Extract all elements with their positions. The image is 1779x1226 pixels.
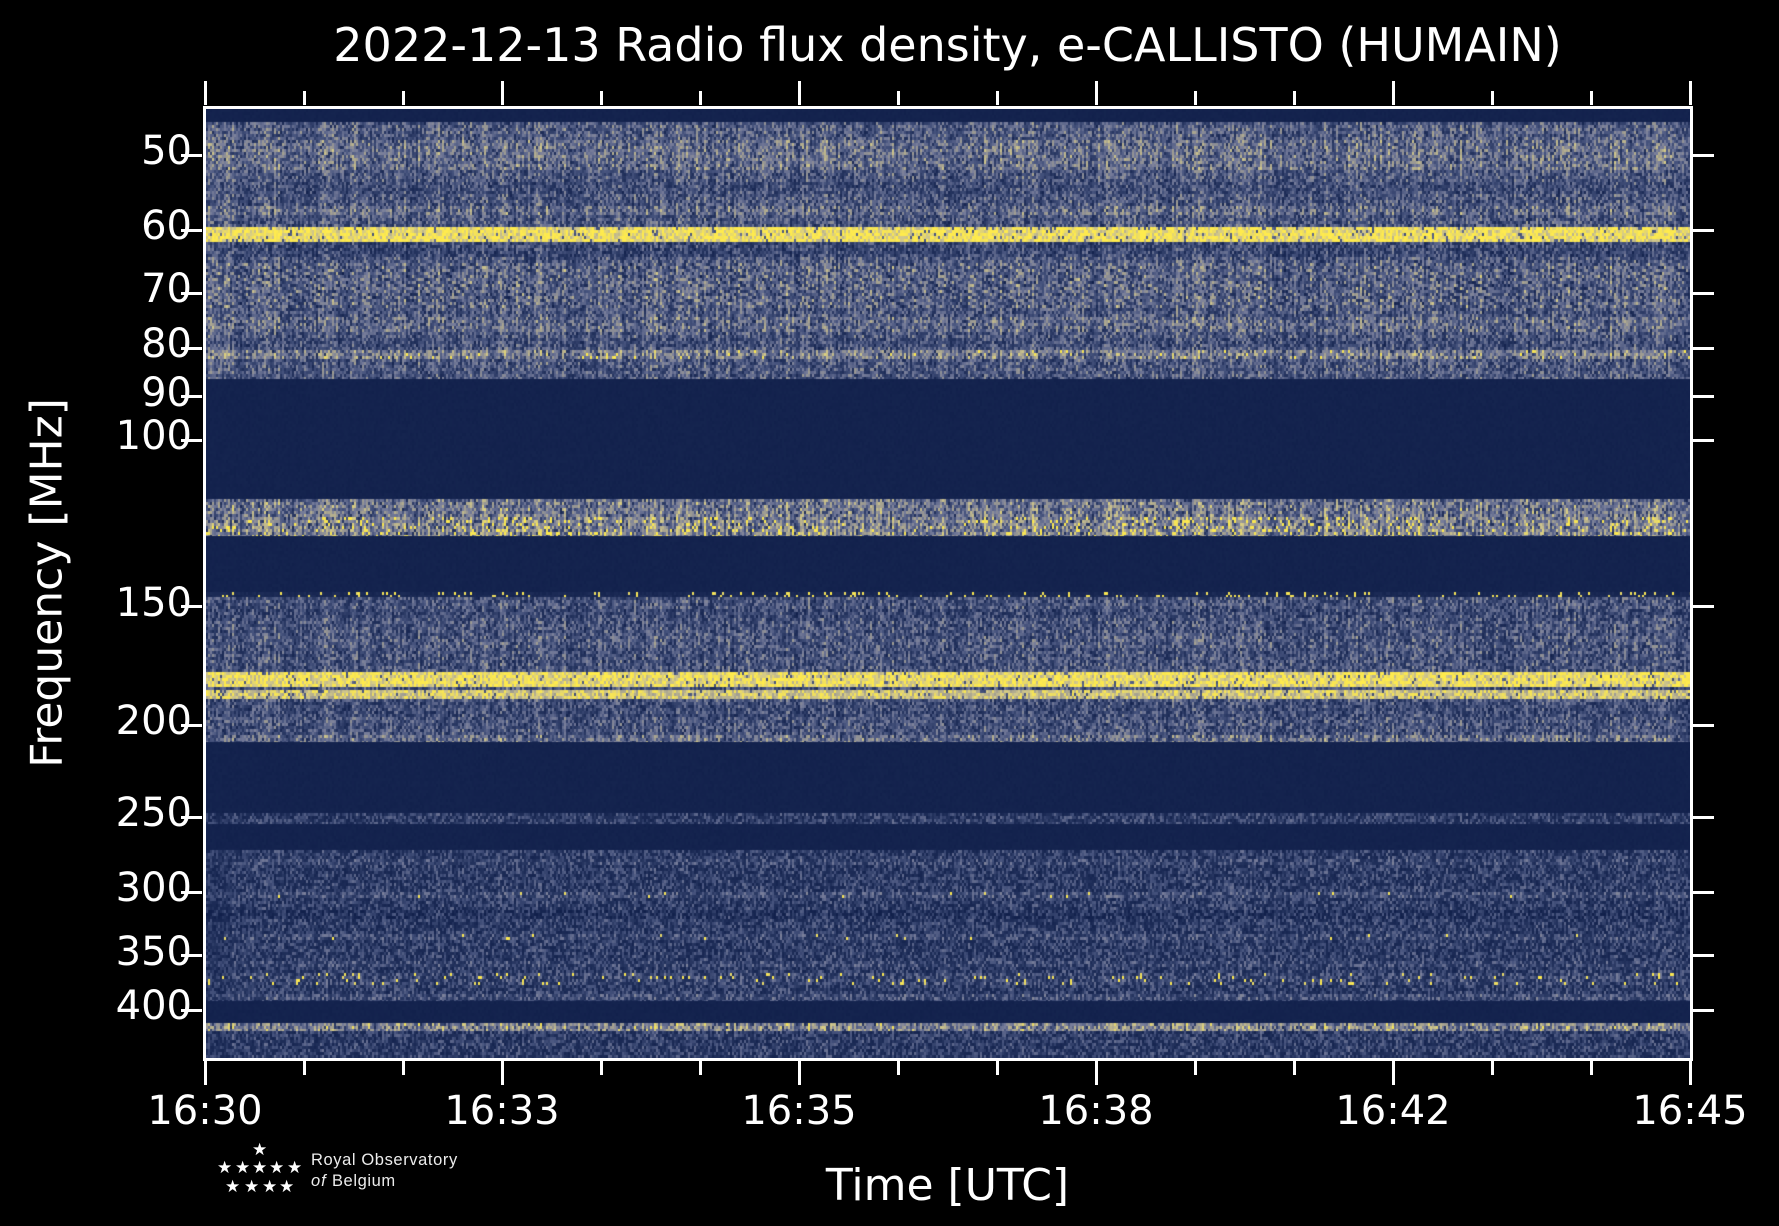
rob-logo-line2: of Belgium [311,1171,458,1192]
x-tick-label: 16:42 [1335,1088,1451,1134]
y-major-tick-right [1693,291,1714,295]
x-major-tick-top [203,81,207,105]
y-tick-label: 80 [141,321,192,368]
star-icon: ★ [252,1140,268,1160]
x-minor-tick [698,1061,702,1075]
x-minor-tick-top [698,91,702,105]
y-major-tick-right [1693,1008,1714,1012]
star-icon: ★ [235,1158,251,1178]
x-major-tick [500,1061,504,1085]
y-major-tick [181,291,202,295]
y-major-tick [181,153,202,157]
y-tick-label: 150 [115,579,192,626]
y-tick-label: 50 [141,128,192,175]
plot-border [203,106,1693,1061]
x-major-tick [1094,1061,1098,1085]
x-major-tick [797,1061,801,1085]
y-major-tick-right [1693,153,1714,157]
y-tick-label: 200 [115,698,192,745]
x-major-tick-top [1094,81,1098,105]
y-major-tick-right [1693,346,1714,350]
y-major-tick [181,1008,202,1012]
x-major-tick [1391,1061,1395,1085]
x-major-tick [1688,1061,1692,1085]
x-minor-tick-top [1193,91,1197,105]
y-major-tick [181,346,202,350]
y-tick-label: 60 [141,203,192,250]
rob-logo-text: Royal Observatory of Belgium [311,1150,458,1192]
y-major-tick-right [1693,815,1714,819]
star-icon: ★ [279,1177,295,1197]
x-minor-tick-top [1292,91,1296,105]
x-minor-tick-top [1589,91,1593,105]
star-icon: ★ [252,1158,268,1178]
y-tick-label: 250 [115,790,192,837]
x-minor-tick-top [302,91,306,105]
x-tick-label: 16:45 [1632,1088,1748,1134]
spectrogram-canvas [206,109,1691,1059]
rob-logo-line2-of: of [311,1172,327,1190]
y-tick-label: 90 [141,369,192,416]
star-icon: ★ [244,1177,260,1197]
x-minor-tick-top [599,91,603,105]
x-axis-title: Time [UTC] [825,1160,1070,1211]
star-icon: ★ [262,1177,278,1197]
rob-logo: ★ ★ ★ ★ ★ ★ ★ ★ ★ ★ Royal Observatory of Belgium [210,1142,610,1222]
y-tick-label: 100 [115,413,192,460]
x-minor-tick [1589,1061,1593,1075]
x-major-tick [203,1061,207,1085]
y-major-tick-right [1693,954,1714,958]
x-minor-tick [401,1061,405,1075]
star-icon: ★ [217,1158,233,1178]
x-minor-tick [995,1061,999,1075]
x-tick-label: 16:38 [1038,1088,1154,1134]
y-major-tick-right [1693,395,1714,399]
x-tick-label: 16:30 [147,1088,263,1134]
y-tick-label: 350 [115,928,192,975]
x-major-tick-top [500,81,504,105]
x-minor-tick [1490,1061,1494,1075]
y-major-tick [181,954,202,958]
x-major-tick-top [1391,81,1395,105]
x-major-tick-top [797,81,801,105]
rob-logo-line1: Royal Observatory [311,1151,458,1169]
x-minor-tick [599,1061,603,1075]
y-major-tick [181,228,202,232]
x-tick-label: 16:35 [741,1088,857,1134]
x-minor-tick [1193,1061,1197,1075]
y-major-tick [181,815,202,819]
x-minor-tick-top [401,91,405,105]
x-minor-tick-top [896,91,900,105]
y-tick-label: 70 [141,266,192,313]
y-major-tick [181,438,202,442]
x-major-tick-top [1688,81,1692,105]
x-minor-tick [302,1061,306,1075]
y-major-tick-right [1693,438,1714,442]
y-major-tick [181,395,202,399]
y-major-tick-right [1693,723,1714,727]
y-tick-label: 300 [115,865,192,912]
star-icon: ★ [269,1158,285,1178]
chart-title: 2022-12-13 Radio flux density, e-CALLIST… [333,18,1562,72]
y-major-tick-right [1693,228,1714,232]
y-major-tick [181,723,202,727]
y-tick-label: 400 [115,983,192,1030]
x-minor-tick-top [995,91,999,105]
y-major-tick-right [1693,890,1714,894]
star-icon: ★ [225,1177,241,1197]
x-minor-tick [1292,1061,1296,1075]
y-major-tick [181,890,202,894]
x-minor-tick-top [1490,91,1494,105]
star-icon: ★ [287,1158,303,1178]
y-major-tick [181,605,202,609]
y-major-tick-right [1693,605,1714,609]
x-tick-label: 16:33 [444,1088,560,1134]
x-minor-tick [896,1061,900,1075]
rob-logo-line2-belgium: Belgium [326,1172,396,1190]
